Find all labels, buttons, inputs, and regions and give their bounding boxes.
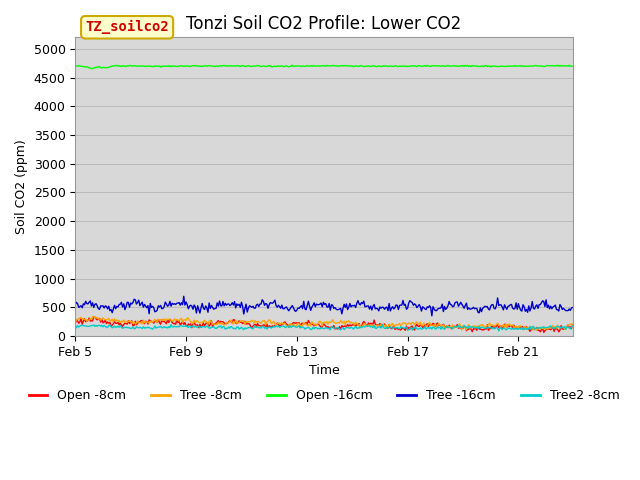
Tree -8cm <box>111 316 118 322</box>
Open -8cm <box>90 314 97 320</box>
Y-axis label: Soil CO2 (ppm): Soil CO2 (ppm) <box>15 139 28 234</box>
Open -16cm <box>289 62 296 68</box>
Open -16cm <box>111 63 118 69</box>
Title: Tonzi Soil CO2 Profile: Lower CO2: Tonzi Soil CO2 Profile: Lower CO2 <box>186 15 461 33</box>
Tree -8cm <box>467 324 475 330</box>
Open -16cm <box>72 63 79 69</box>
Open -8cm <box>72 320 79 326</box>
Tree -16cm <box>361 304 369 310</box>
Open -8cm <box>466 324 474 330</box>
Tree -16cm <box>109 306 117 312</box>
Tree -16cm <box>72 301 79 307</box>
Open -8cm <box>361 320 369 326</box>
Line: Tree2 -8cm: Tree2 -8cm <box>76 324 573 331</box>
Open -8cm <box>540 329 548 335</box>
Open -16cm <box>529 63 537 69</box>
Open -8cm <box>456 325 463 331</box>
Tree -8cm <box>458 327 466 333</box>
Open -16cm <box>419 63 426 69</box>
Line: Open -8cm: Open -8cm <box>76 317 573 332</box>
Tree -16cm <box>180 293 188 299</box>
Tree2 -8cm <box>72 323 79 328</box>
Open -8cm <box>111 319 118 324</box>
Tree -16cm <box>428 313 436 319</box>
Line: Open -16cm: Open -16cm <box>76 65 573 69</box>
Text: TZ_soilco2: TZ_soilco2 <box>85 20 169 35</box>
Legend: Open -8cm, Tree -8cm, Open -16cm, Tree -16cm, Tree2 -8cm: Open -8cm, Tree -8cm, Open -16cm, Tree -… <box>24 384 625 407</box>
Tree2 -8cm <box>456 325 463 331</box>
Tree -8cm <box>72 318 79 324</box>
Open -8cm <box>529 327 536 333</box>
Tree2 -8cm <box>378 322 386 327</box>
Open -16cm <box>362 63 370 69</box>
Tree2 -8cm <box>569 324 577 329</box>
Tree -16cm <box>569 305 577 311</box>
Tree -8cm <box>569 323 577 328</box>
Tree2 -8cm <box>466 324 474 329</box>
Tree2 -8cm <box>418 326 426 332</box>
Tree -8cm <box>89 313 97 319</box>
Tree2 -8cm <box>529 324 537 329</box>
Open -8cm <box>418 323 426 328</box>
Open -16cm <box>89 66 97 72</box>
Tree -16cm <box>467 306 475 312</box>
Open -16cm <box>467 64 475 70</box>
X-axis label: Time: Time <box>308 364 339 377</box>
Tree -8cm <box>456 321 463 327</box>
Tree -16cm <box>457 300 465 305</box>
Open -16cm <box>569 63 577 69</box>
Tree2 -8cm <box>109 324 117 330</box>
Open -8cm <box>569 322 577 327</box>
Line: Tree -8cm: Tree -8cm <box>76 316 573 330</box>
Tree -16cm <box>529 305 537 311</box>
Tree -8cm <box>361 321 369 326</box>
Tree2 -8cm <box>495 328 502 334</box>
Line: Tree -16cm: Tree -16cm <box>76 296 573 316</box>
Tree2 -8cm <box>360 324 367 329</box>
Tree -8cm <box>418 323 426 328</box>
Tree -16cm <box>418 308 426 314</box>
Open -16cm <box>457 63 465 69</box>
Tree -8cm <box>529 327 537 333</box>
